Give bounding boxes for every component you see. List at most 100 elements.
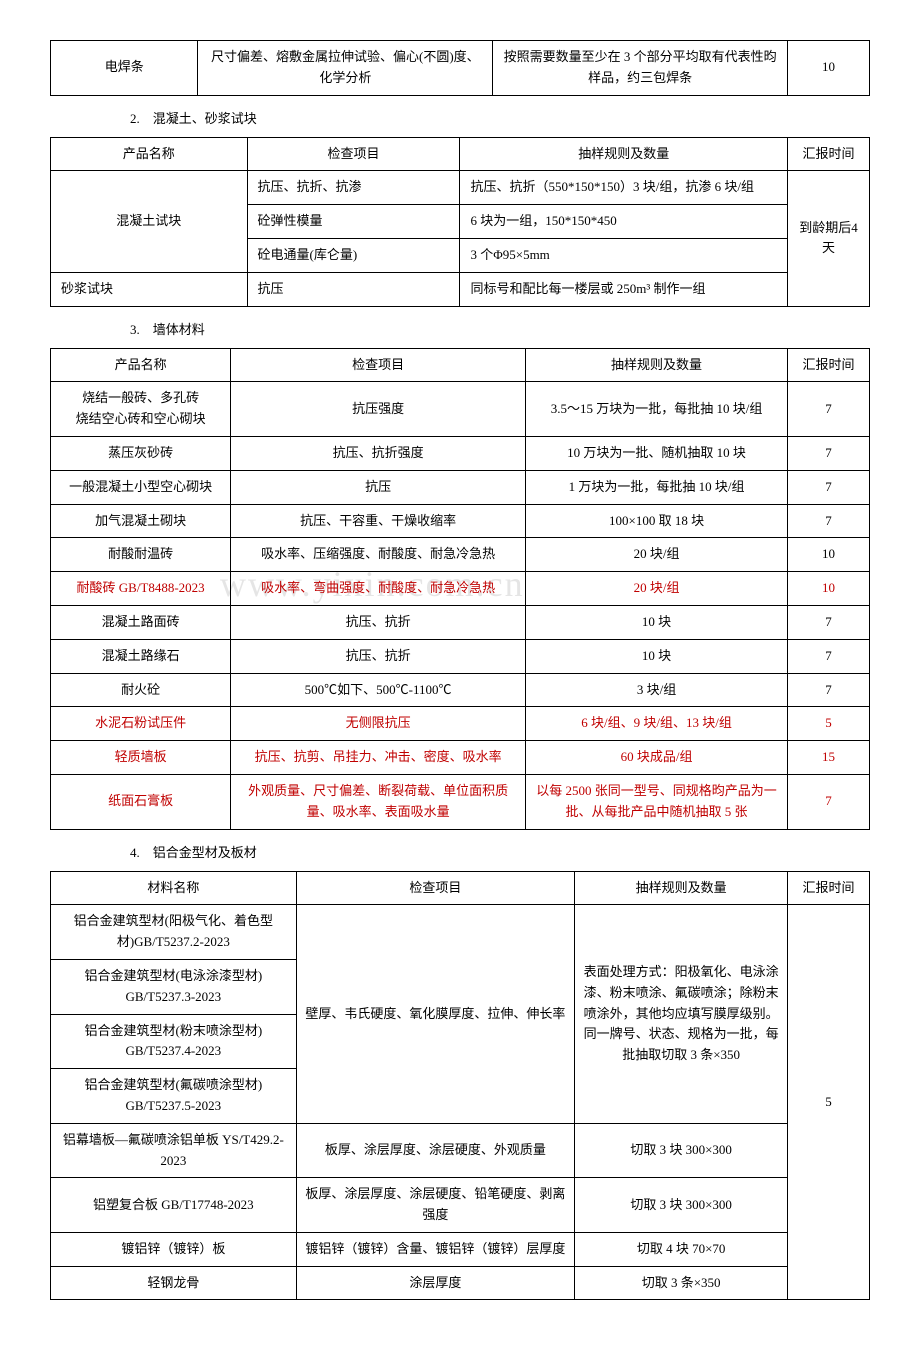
cell: 砼弹性模量 [247,205,460,239]
table-row: 一般混凝土小型空心砌块 抗压 1 万块为一批，每批抽 10 块/组 7 [51,470,870,504]
table-row: 耐火砼 500℃如下、500℃-1100℃ 3 块/组 7 [51,673,870,707]
cell: 外观质量、尺寸偏差、断裂荷载、单位面积质量、吸水率、表面吸水量 [231,774,526,829]
cell: 抗压、抗折 [231,605,526,639]
cell: 切取 4 块 70×70 [575,1232,788,1266]
cell: 6 块为一组，150*150*450 [460,205,788,239]
cell: 吸水率、弯曲强度、耐酸度、耐急冷急热 [231,572,526,606]
cell: 抗压、抗折强度 [231,436,526,470]
table-row: 轻质墙板 抗压、抗剪、吊挂力、冲击、密度、吸水率 60 块成品/组 15 [51,741,870,775]
table-header-row: 产品名称 检查项目 抽样规则及数量 汇报时间 [51,348,870,382]
table-row: 加气混凝土砌块 抗压、干容重、干燥收缩率 100×100 取 18 块 7 [51,504,870,538]
cell: 15 [788,741,870,775]
cell: 10 块 [526,605,788,639]
col-header: 抽样规则及数量 [575,871,788,905]
table-row: 耐酸耐温砖 吸水率、压缩强度、耐酸度、耐急冷急热 20 块/组 10 [51,538,870,572]
col-header: 汇报时间 [788,137,870,171]
section-title-2: 2. 混凝土、砂浆试块 [130,108,870,127]
table-row: 水泥石粉试压件 无侧限抗压 6 块/组、9 块/组、13 块/组 5 [51,707,870,741]
table-concrete-mortar: 产品名称 检查项目 抽样规则及数量 汇报时间 混凝土试块 抗压、抗折、抗渗 抗压… [50,137,870,307]
table-row: 铝幕墙板—氟碳喷涂铝单板 YS/T429.2-2023 板厚、涂层厚度、涂层硬度… [51,1123,870,1178]
table-row: 纸面石膏板 外观质量、尺寸偏差、断裂荷载、单位面积质量、吸水率、表面吸水量 以每… [51,774,870,829]
cell: 7 [788,673,870,707]
table-row: 蒸压灰砂砖 抗压、抗折强度 10 万块为一批、随机抽取 10 块 7 [51,436,870,470]
cell: 7 [788,639,870,673]
table-header-row: 材料名称 检查项目 抽样规则及数量 汇报时间 [51,871,870,905]
cell: 切取 3 块 300×300 [575,1178,788,1233]
cell: 切取 3 条×350 [575,1266,788,1300]
cell: 抗压强度 [231,382,526,437]
col-header: 产品名称 [51,137,248,171]
cell: 尺寸偏差、熔敷金属拉伸试验、偏心(不圆)度、化学分析 [198,41,493,96]
cell: 一般混凝土小型空心砌块 [51,470,231,504]
cell: 100×100 取 18 块 [526,504,788,538]
cell: 板厚、涂层厚度、涂层硬度、外观质量 [296,1123,574,1178]
table-row: 电焊条 尺寸偏差、熔敷金属拉伸试验、偏心(不圆)度、化学分析 按照需要数量至少在… [51,41,870,96]
cell: 7 [788,605,870,639]
cell: 镀铝锌（镀锌）含量、镀铝锌（镀锌）层厚度 [296,1232,574,1266]
col-header: 产品名称 [51,348,231,382]
cell: 7 [788,504,870,538]
cell: 60 块成品/组 [526,741,788,775]
col-header: 检查项目 [231,348,526,382]
table-row: 耐酸砖 GB/T8488-2023 吸水率、弯曲强度、耐酸度、耐急冷急热 20 … [51,572,870,606]
table-row: 铝合金建筑型材(阳极气化、着色型材)GB/T5237.2-2023 壁厚、韦氏硬… [51,905,870,960]
cell: 6 块/组、9 块/组、13 块/组 [526,707,788,741]
cell: 混凝土路面砖 [51,605,231,639]
table-header-row: 产品名称 检查项目 抽样规则及数量 汇报时间 [51,137,870,171]
cell: 10 [788,572,870,606]
cell: 20 块/组 [526,538,788,572]
cell: 加气混凝土砌块 [51,504,231,538]
cell: 铝合金建筑型材(粉末喷涂型材) GB/T5237.4-2023 [51,1014,297,1069]
table-wall-materials: 产品名称 检查项目 抽样规则及数量 汇报时间 烧结一般砖、多孔砖 烧结空心砖和空… [50,348,870,830]
cell: 10 [788,538,870,572]
cell: 抗压、抗折 [231,639,526,673]
col-header: 检查项目 [247,137,460,171]
cell: 抗压 [231,470,526,504]
cell: 按照需要数量至少在 3 个部分平均取有代表性昀样品，约三包焊条 [493,41,788,96]
cell: 以每 2500 张同一型号、同规格昀产品为一批、从每批产品中随机抽取 5 张 [526,774,788,829]
table-row: 烧结一般砖、多孔砖 烧结空心砖和空心砌块 抗压强度 3.5～15 万块为一批，每… [51,382,870,437]
table-aluminum: 材料名称 检查项目 抽样规则及数量 汇报时间 铝合金建筑型材(阳极气化、着色型材… [50,871,870,1301]
cell: 10 万块为一批、随机抽取 10 块 [526,436,788,470]
cell: 3 块/组 [526,673,788,707]
cell: 涂层厚度 [296,1266,574,1300]
cell: 500℃如下、500℃-1100℃ [231,673,526,707]
table-row: 轻钢龙骨 涂层厚度 切取 3 条×350 [51,1266,870,1300]
cell: 10 块 [526,639,788,673]
cell: 抗压、抗折、抗渗 [247,171,460,205]
table-welding-rod: 电焊条 尺寸偏差、熔敷金属拉伸试验、偏心(不圆)度、化学分析 按照需要数量至少在… [50,40,870,96]
cell: 铝塑复合板 GB/T17748-2023 [51,1178,297,1233]
cell: 抗压、抗剪、吊挂力、冲击、密度、吸水率 [231,741,526,775]
cell: 7 [788,470,870,504]
cell: 轻钢龙骨 [51,1266,297,1300]
section-title-3: 3. 墙体材料 [130,319,870,338]
cell: 铝幕墙板—氟碳喷涂铝单板 YS/T429.2-2023 [51,1123,297,1178]
table-row: 砂浆试块 抗压 同标号和配比每一楼层或 250m³ 制作一组 [51,272,870,306]
cell: 7 [788,436,870,470]
cell: 耐火砼 [51,673,231,707]
cell: 烧结一般砖、多孔砖 烧结空心砖和空心砌块 [51,382,231,437]
cell: 镀铝锌（镀锌）板 [51,1232,297,1266]
cell: 7 [788,774,870,829]
cell: 砼电通量(库仑量) [247,238,460,272]
cell: 纸面石膏板 [51,774,231,829]
cell: 蒸压灰砂砖 [51,436,231,470]
cell: 到龄期后4 天 [788,171,870,306]
table-row: 混凝土试块 抗压、抗折、抗渗 抗压、抗折（550*150*150）3 块/组，抗… [51,171,870,205]
cell: 耐酸砖 GB/T8488-2023 [51,572,231,606]
col-header: 抽样规则及数量 [460,137,788,171]
table-row: 混凝土路缘石 抗压、抗折 10 块 7 [51,639,870,673]
col-header: 材料名称 [51,871,297,905]
cell: 表面处理方式：阳极氧化、电泳涂漆、粉末喷涂、氟碳喷涂；除粉末喷涂外，其他均应填写… [575,905,788,1123]
col-header: 汇报时间 [788,871,870,905]
cell: 电焊条 [51,41,198,96]
cell: 轻质墙板 [51,741,231,775]
cell: 切取 3 块 300×300 [575,1123,788,1178]
cell: 5 [788,905,870,1300]
cell: 抗压、干容重、干燥收缩率 [231,504,526,538]
cell: 20 块/组 [526,572,788,606]
table-row: 混凝土路面砖 抗压、抗折 10 块 7 [51,605,870,639]
cell: 无侧限抗压 [231,707,526,741]
col-header: 抽样规则及数量 [526,348,788,382]
cell: 耐酸耐温砖 [51,538,231,572]
